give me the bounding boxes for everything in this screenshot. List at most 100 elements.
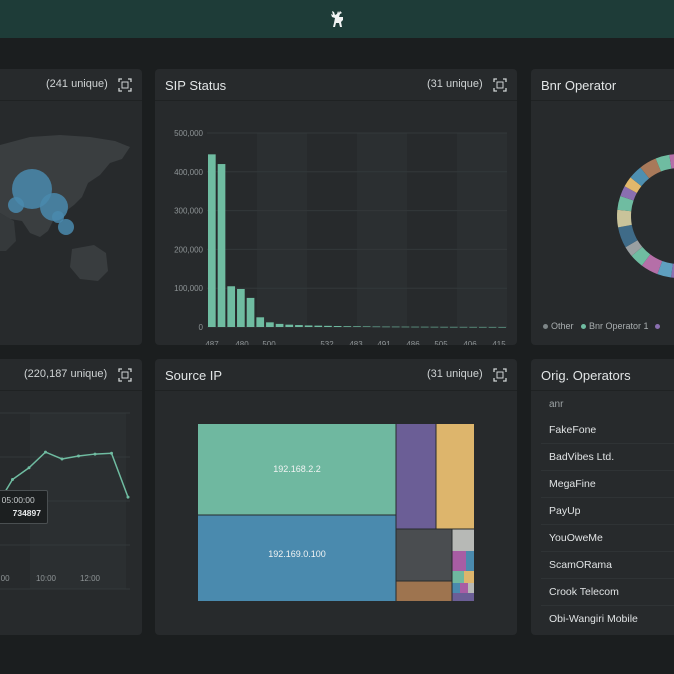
donut-slice[interactable] bbox=[655, 154, 672, 172]
treemap-cell[interactable] bbox=[466, 551, 474, 571]
line-point[interactable] bbox=[126, 495, 130, 499]
expand-icon[interactable] bbox=[118, 78, 132, 92]
bar[interactable] bbox=[372, 326, 381, 328]
bar[interactable] bbox=[266, 322, 274, 327]
treemap-cell[interactable] bbox=[436, 424, 474, 529]
unique-count: (241 unique) bbox=[46, 78, 108, 90]
expand-icon[interactable] bbox=[493, 368, 507, 382]
map-bubble[interactable] bbox=[52, 211, 64, 223]
donut-slice[interactable] bbox=[617, 209, 632, 228]
bar[interactable] bbox=[430, 326, 439, 328]
treemap-cell[interactable] bbox=[198, 424, 396, 515]
deer-icon[interactable] bbox=[327, 9, 347, 29]
line-point[interactable] bbox=[27, 466, 31, 470]
list-item[interactable]: Obi-Wangiri Mobile bbox=[549, 613, 638, 625]
bar[interactable] bbox=[459, 326, 468, 328]
bar[interactable] bbox=[343, 326, 352, 327]
bar[interactable] bbox=[208, 154, 216, 327]
bar[interactable] bbox=[420, 326, 429, 328]
line-point[interactable] bbox=[60, 457, 64, 461]
panel-divider bbox=[531, 100, 674, 101]
africa-landmass bbox=[0, 213, 16, 251]
bar[interactable] bbox=[217, 164, 226, 327]
list-item[interactable]: FakeFone bbox=[541, 417, 674, 444]
bar[interactable] bbox=[227, 286, 236, 327]
bar[interactable] bbox=[324, 325, 332, 327]
donut-slice[interactable] bbox=[671, 263, 674, 278]
timeline-panel: (220,187 unique) :00 10:00 12:00 -28 05:00… bbox=[0, 359, 142, 635]
donut-slice[interactable] bbox=[657, 260, 673, 278]
bar[interactable] bbox=[391, 326, 400, 328]
treemap-cell[interactable] bbox=[198, 515, 396, 601]
legend-label: Bnr Operator 1 bbox=[589, 321, 649, 331]
line-point[interactable] bbox=[77, 454, 80, 458]
bar[interactable] bbox=[246, 297, 255, 327]
treemap-cell[interactable] bbox=[464, 571, 474, 583]
treemap-cell[interactable] bbox=[452, 551, 466, 571]
bar[interactable] bbox=[295, 325, 303, 327]
bar[interactable] bbox=[275, 323, 284, 327]
expand-icon[interactable] bbox=[118, 368, 132, 382]
bar[interactable] bbox=[478, 326, 487, 328]
line-point[interactable] bbox=[11, 477, 14, 481]
legend-item-other[interactable]: Other bbox=[543, 321, 574, 331]
bar[interactable] bbox=[256, 317, 265, 327]
list-item[interactable]: BadVibes Ltd. bbox=[541, 444, 674, 471]
bar[interactable] bbox=[353, 326, 361, 327]
donut-slice[interactable] bbox=[617, 195, 634, 212]
line-point[interactable] bbox=[44, 450, 47, 454]
world-map[interactable] bbox=[0, 101, 142, 345]
treemap-cell[interactable] bbox=[452, 571, 464, 583]
chart-tooltip: -28 05:00:00 734897 bbox=[0, 490, 48, 524]
bar[interactable] bbox=[285, 324, 294, 327]
bar[interactable] bbox=[304, 325, 313, 327]
legend-item-bnr-operator-1[interactable]: Bnr Operator 1 bbox=[581, 321, 649, 331]
bar[interactable] bbox=[333, 326, 342, 327]
treemap-cell[interactable] bbox=[396, 581, 452, 601]
bar[interactable] bbox=[382, 326, 390, 328]
bar[interactable] bbox=[401, 326, 410, 328]
donut-slice[interactable] bbox=[631, 246, 651, 266]
treemap-cell[interactable] bbox=[452, 593, 474, 601]
donut-slice[interactable] bbox=[630, 167, 650, 187]
bar[interactable] bbox=[411, 326, 419, 328]
y-tick-label: 0 bbox=[199, 323, 204, 332]
treemap-cell[interactable] bbox=[452, 529, 474, 551]
bar[interactable] bbox=[314, 325, 323, 327]
donut-slice[interactable] bbox=[669, 154, 674, 169]
bar[interactable] bbox=[440, 326, 448, 328]
operator-search-input[interactable]: anr bbox=[549, 399, 564, 410]
panel-title: Source IP bbox=[165, 368, 223, 383]
list-item[interactable]: ScamORama bbox=[541, 552, 674, 579]
map-bubble[interactable] bbox=[8, 197, 24, 213]
bar[interactable] bbox=[498, 326, 506, 328]
asia-landmass bbox=[0, 135, 130, 237]
list-item[interactable]: YouOweMe bbox=[541, 525, 674, 552]
expand-icon[interactable] bbox=[493, 78, 507, 92]
x-tick-label: 532 bbox=[320, 340, 334, 345]
bar[interactable] bbox=[488, 326, 497, 328]
donut-slice[interactable] bbox=[624, 177, 642, 193]
bar[interactable] bbox=[449, 326, 458, 328]
line-point[interactable] bbox=[93, 452, 97, 456]
donut-slice[interactable] bbox=[620, 186, 637, 201]
donut-slice[interactable] bbox=[625, 240, 643, 256]
list-item[interactable]: Crook Telecom bbox=[541, 579, 674, 606]
bar[interactable] bbox=[469, 326, 477, 328]
treemap-cell[interactable] bbox=[468, 583, 474, 593]
donut-slice[interactable] bbox=[641, 254, 663, 275]
treemap-cell[interactable] bbox=[396, 424, 436, 529]
donut-slice[interactable] bbox=[640, 158, 661, 179]
list-item[interactable]: MegaFine bbox=[541, 471, 674, 498]
treemap-cell[interactable] bbox=[452, 583, 460, 593]
treemap-cell[interactable] bbox=[460, 583, 468, 593]
treemap-cell[interactable] bbox=[396, 529, 452, 581]
list-item[interactable]: PayUp bbox=[541, 498, 674, 525]
x-tick-label: 505 bbox=[434, 340, 448, 345]
map-bubble[interactable] bbox=[12, 169, 52, 209]
donut-slice[interactable] bbox=[618, 224, 638, 248]
bar[interactable] bbox=[237, 288, 245, 327]
line-point[interactable] bbox=[110, 451, 113, 455]
map-bubble[interactable] bbox=[58, 219, 74, 235]
bar[interactable] bbox=[362, 326, 371, 328]
